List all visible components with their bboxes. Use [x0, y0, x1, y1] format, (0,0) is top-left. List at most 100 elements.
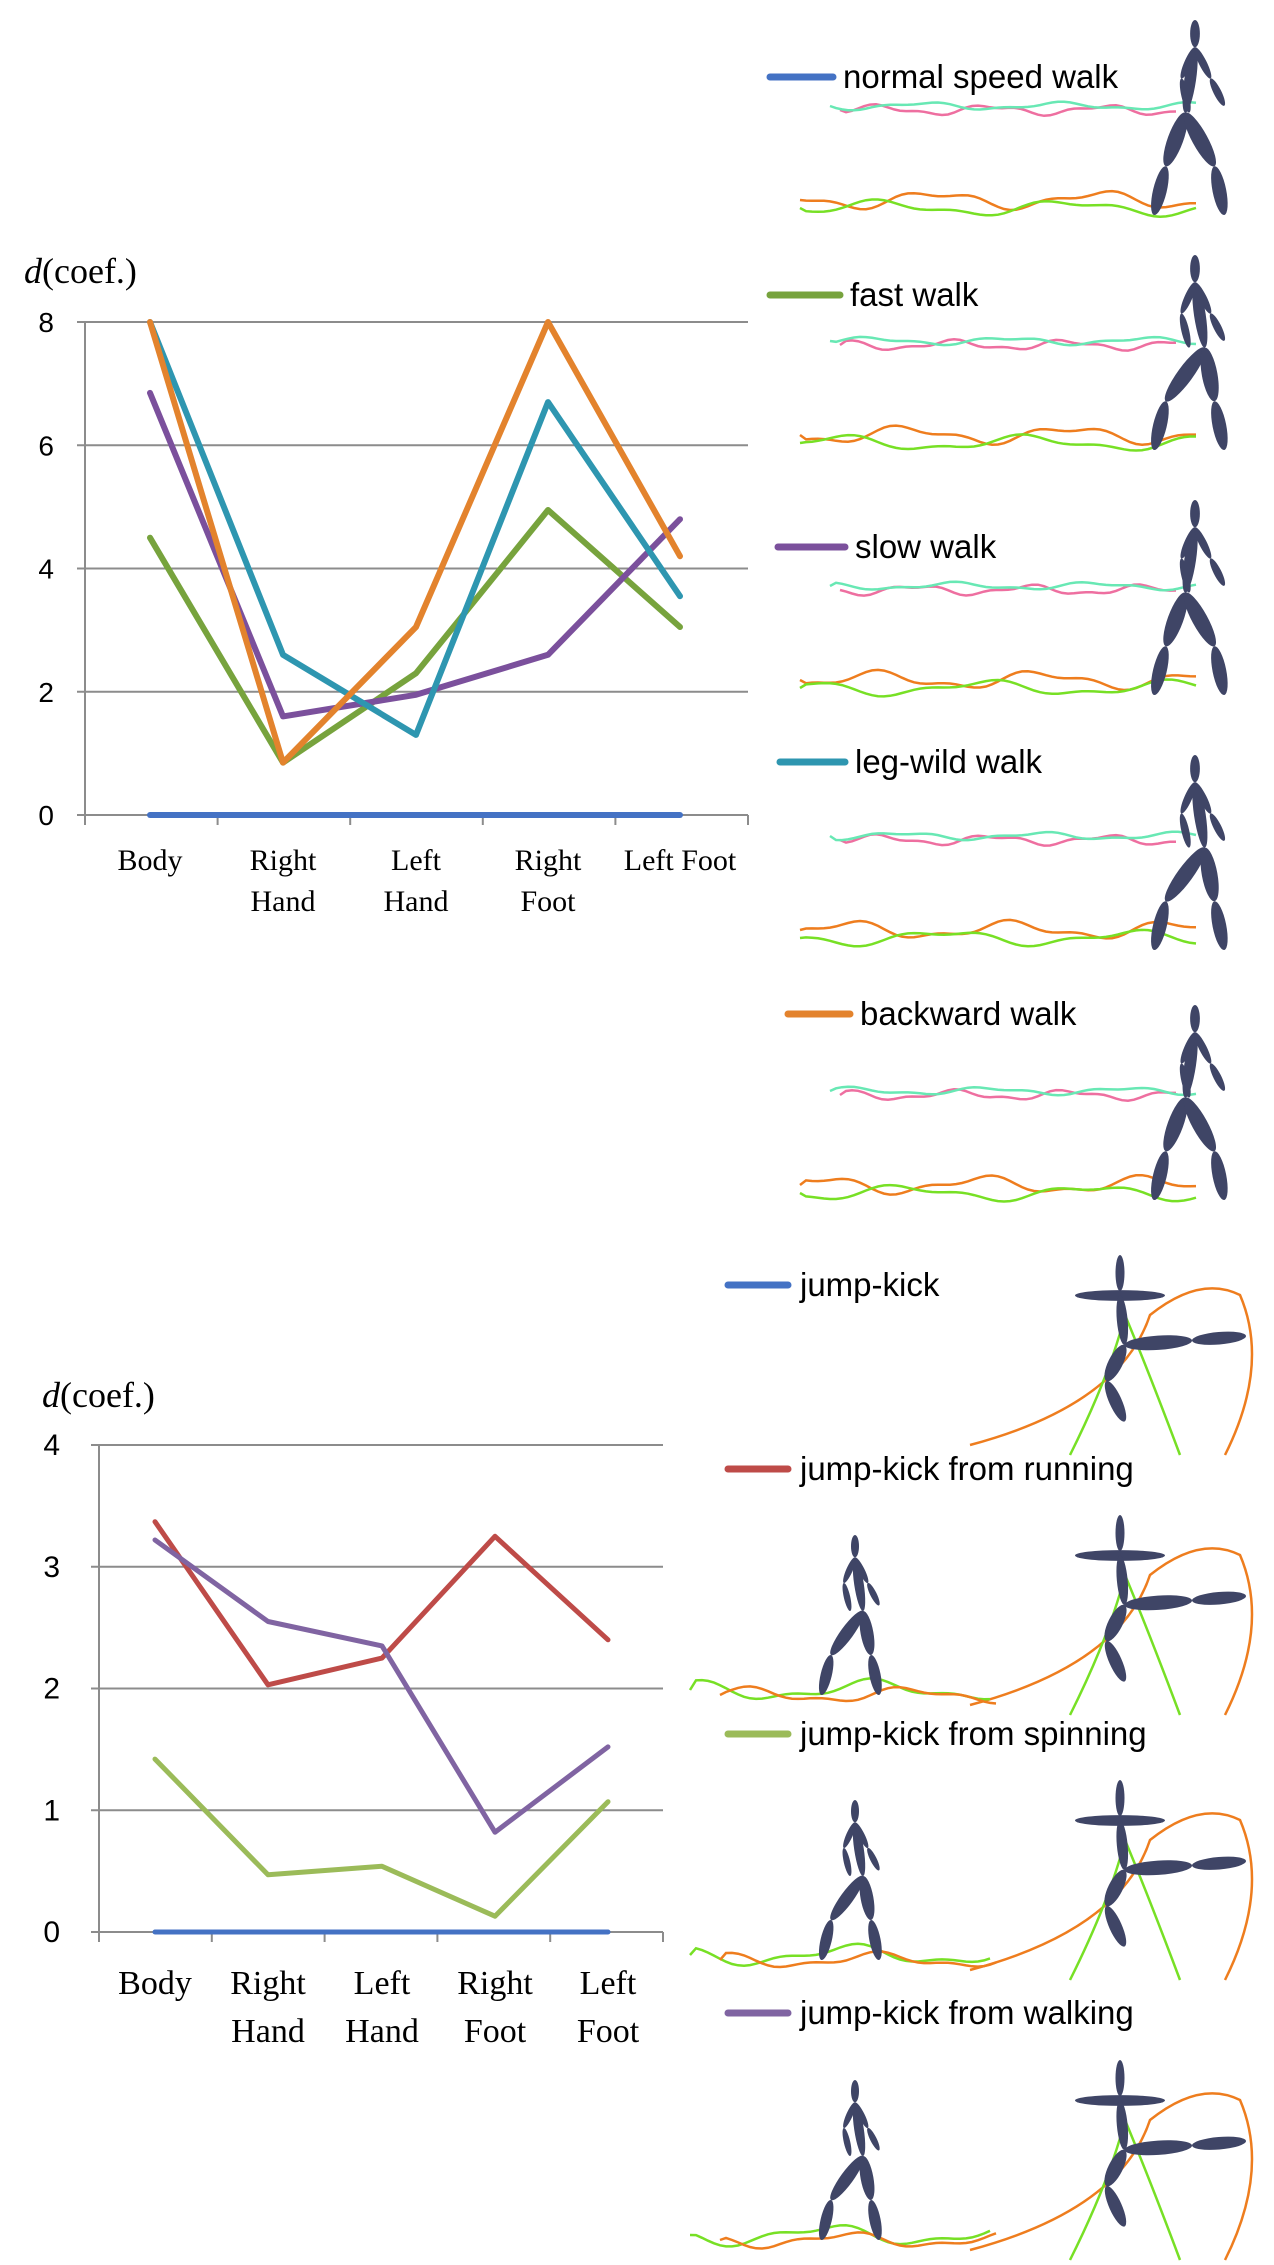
limb — [1116, 1555, 1129, 1606]
limb — [1191, 1856, 1247, 1870]
limb — [868, 2199, 882, 2241]
chart-jump-kick-variants: d(coef.) 0 1 2 3 4 Body Right Hand Left Hand Right F… — [42, 1375, 664, 2050]
limb — [1179, 558, 1191, 593]
limb — [1179, 813, 1191, 848]
legend-jump-kick: jump-kick jump-kick from running jump-kick… — [724, 1266, 1147, 2031]
series-line-fast-walk — [147, 507, 683, 766]
kicking-figure — [1075, 2060, 1247, 2227]
limb — [867, 2127, 880, 2151]
walking-figure — [1151, 1005, 1228, 1201]
limb — [851, 2079, 859, 2103]
legend-label-jump-kick-from-walking: jump-kick from walking — [799, 1994, 1134, 2031]
x-tick-label-line: Right — [250, 844, 317, 877]
x-tick-label-line: Hand — [345, 2013, 419, 2050]
limb — [1194, 1032, 1212, 1064]
y-tick-label: 4 — [38, 554, 54, 585]
limb — [1151, 166, 1169, 216]
motion-illustrations — [688, 19, 1254, 2261]
limb — [842, 1582, 852, 1612]
limb — [1104, 1869, 1127, 1907]
limb — [852, 2102, 866, 2157]
limb — [859, 2155, 875, 2201]
x-tick-label-line: Right — [457, 1965, 533, 2002]
limb — [868, 1919, 882, 1961]
legend-label-jump-kick-from-spinning: jump-kick from spinning — [799, 1715, 1147, 1752]
limb — [1191, 1331, 1247, 1345]
limb — [852, 1557, 866, 1612]
limb — [1151, 401, 1169, 451]
trace-right-foot — [969, 2092, 1254, 2261]
series-line-jump-kick-from-walking — [152, 1537, 611, 1835]
limb — [843, 1557, 856, 1584]
limb — [1179, 313, 1191, 348]
limb — [867, 1847, 880, 1871]
limb — [1116, 1820, 1129, 1871]
limb — [1191, 2136, 1247, 2150]
limb — [1191, 1591, 1247, 1605]
limb — [1104, 1905, 1127, 1947]
series-line-jump-kick-from-spinning — [152, 1756, 611, 1919]
x-tick-label-right-foot: Right Foot — [457, 1965, 533, 2050]
limb — [1180, 527, 1196, 559]
x-tick-label-right-foot: Right Foot — [515, 844, 582, 918]
limb — [851, 1799, 859, 1823]
limb — [1190, 500, 1200, 528]
limb — [1190, 254, 1200, 283]
series-line-leg-wild-walk — [147, 319, 683, 738]
limb — [1194, 782, 1212, 814]
y-axis-label-symbol: d — [24, 251, 43, 291]
limb — [818, 2199, 834, 2241]
x-tick-label-line: Foot — [520, 885, 576, 918]
x-tick-label-left-hand: Left Hand — [345, 1965, 419, 2050]
x-tick-label-line: Foot — [577, 2013, 640, 2050]
limb — [1115, 1255, 1125, 1291]
limb — [1124, 2140, 1193, 2156]
y-tick-label: 0 — [38, 800, 54, 831]
limb — [1209, 78, 1226, 106]
x-tick-label-line: Left — [391, 844, 442, 877]
limb — [854, 2102, 869, 2129]
limb — [1209, 313, 1226, 341]
trace-right-foot — [799, 189, 1196, 212]
limb — [830, 1610, 864, 1656]
x-tick-label-left-hand: Left Hand — [384, 844, 449, 918]
trace-left-foot — [799, 678, 1197, 698]
limb — [1151, 646, 1169, 696]
limb — [1209, 813, 1226, 841]
x-tick-label-line: Left — [354, 1965, 411, 2002]
limb — [1104, 1604, 1127, 1642]
trace-right-foot — [719, 1685, 997, 1705]
limb — [1164, 847, 1206, 902]
trace-left-foot — [799, 928, 1197, 948]
approach-figure — [818, 2079, 882, 2241]
limb — [1163, 112, 1188, 167]
x-tick-label-body: Body — [118, 1965, 192, 2002]
y-tick-label: 0 — [43, 1916, 60, 1949]
limb — [843, 2102, 856, 2129]
limb — [842, 2127, 852, 2157]
legend-label-normal-speed-walk: normal speed walk — [843, 58, 1119, 95]
limb — [1209, 558, 1226, 586]
y-tick-label: 2 — [43, 1673, 60, 1706]
trace-left-hand — [829, 335, 1197, 347]
trace-left-foot — [799, 433, 1196, 452]
trace-right-foot — [969, 1812, 1254, 1981]
y-axis-label-symbol: d — [42, 1375, 61, 1415]
limb — [1180, 1032, 1196, 1064]
limb — [1179, 1063, 1191, 1098]
series-line-backward-walk — [147, 319, 683, 766]
approach-figure — [818, 1799, 882, 1961]
x-tick-label-line: Hand — [231, 2013, 305, 2050]
walking-figure — [1151, 755, 1228, 951]
limb — [859, 1875, 875, 1921]
limb — [1180, 282, 1196, 314]
limb — [1151, 901, 1169, 951]
walking-figure — [1151, 500, 1228, 696]
limb — [859, 1610, 875, 1656]
limb — [1151, 1151, 1169, 1201]
kicking-figure — [1075, 1515, 1247, 1682]
x-tick-label-line: Body — [118, 1965, 192, 2002]
x-tick-label-right-hand: Right Hand — [230, 1965, 306, 2050]
trace-left-foot — [799, 1183, 1197, 1203]
trace-left-foot — [799, 198, 1197, 218]
